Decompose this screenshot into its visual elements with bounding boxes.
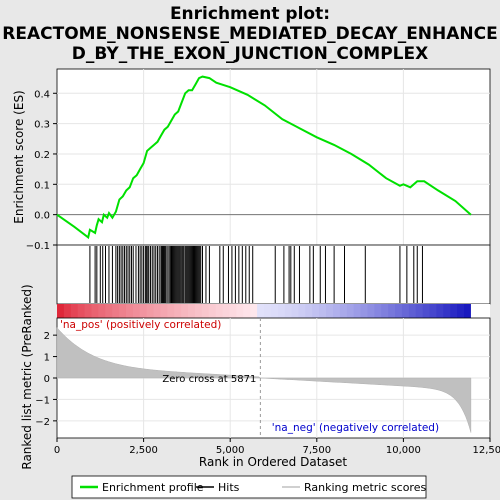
color-bar-segment	[140, 304, 147, 318]
color-bar-segment	[195, 304, 202, 318]
color-bar-segment	[326, 304, 333, 318]
color-bar-segment	[361, 304, 368, 318]
x-tick-label: 2,500	[129, 445, 158, 456]
chart-title-line-1: Enrichment plot:	[170, 4, 330, 24]
color-bar-segment	[271, 304, 278, 318]
color-bar-segment	[436, 304, 443, 318]
color-bar-segment	[167, 304, 174, 318]
color-bar-segment	[257, 304, 264, 318]
es-tick-label: 0.1	[34, 180, 50, 191]
es-tick-label: 0.0	[34, 211, 50, 222]
color-bar-segment	[347, 304, 354, 318]
color-bar-segment	[298, 304, 305, 318]
color-bar-segment	[450, 304, 457, 318]
negative-correlation-label: 'na_neg' (negatively correlated)	[272, 422, 439, 434]
es-panel	[57, 69, 490, 245]
color-bar-segment	[319, 304, 326, 318]
color-bar-segment	[85, 304, 92, 318]
x-tick-label: 0	[54, 445, 60, 456]
color-bar-segment	[250, 304, 257, 318]
color-bar-segment	[236, 304, 243, 318]
color-bar-segment	[305, 304, 312, 318]
color-bar-segment	[98, 304, 105, 318]
x-tick-label: 12,500	[473, 445, 500, 456]
es-tick-label: 0.4	[34, 89, 50, 100]
color-bar-segment	[229, 304, 236, 318]
legend-label: Hits	[218, 481, 240, 494]
color-bar-segment	[160, 304, 167, 318]
zero-cross-label: Zero cross at 5871	[162, 374, 256, 385]
color-bar-segment	[147, 304, 154, 318]
color-bar-segment	[181, 304, 188, 318]
metric-tick-label: 2	[44, 331, 50, 342]
color-bar-segment	[91, 304, 98, 318]
color-bar-segment	[423, 304, 430, 318]
x-axis-label: Rank in Ordered Dataset	[199, 455, 347, 469]
metric-tick-label: 1	[44, 353, 50, 364]
color-bar-segment	[312, 304, 319, 318]
positive-correlation-label: 'na_pos' (positively correlated)	[60, 319, 221, 331]
color-bar-segment	[395, 304, 402, 318]
color-bar-segment	[216, 304, 223, 318]
color-bar-segment	[402, 304, 409, 318]
metric-tick-label: 0	[44, 374, 50, 385]
es-tick-label: 0.3	[34, 120, 50, 131]
es-tick-label: −0.1	[26, 241, 50, 252]
chart-title-line-2: REACTOME_NONSENSE_MEDIATED_DECAY_ENHANCE	[2, 24, 497, 44]
color-bar-segment	[264, 304, 271, 318]
color-bar-segment	[333, 304, 340, 318]
color-bar-segment	[367, 304, 374, 318]
color-bar-segment	[119, 304, 126, 318]
metric-tick-label: −2	[35, 417, 50, 428]
color-bar-segment	[464, 304, 471, 318]
color-bar-segment	[381, 304, 388, 318]
color-bar-segment	[57, 304, 64, 318]
legend-label: Ranking metric scores	[304, 481, 426, 494]
color-bar-segment	[374, 304, 381, 318]
color-bar-segment	[112, 304, 119, 318]
color-bar-segment	[174, 304, 181, 318]
color-bar-segment	[443, 304, 450, 318]
color-bar-segment	[202, 304, 209, 318]
color-bar-segment	[126, 304, 133, 318]
color-bar-segment	[71, 304, 78, 318]
metric-y-axis-label: Ranked list metric (PreRanked)	[20, 284, 34, 469]
color-bar-segment	[105, 304, 112, 318]
color-bar-segment	[209, 304, 216, 318]
color-bar-segment	[243, 304, 250, 318]
color-bar-segment	[78, 304, 85, 318]
legend-label: Enrichment profile	[102, 481, 204, 494]
color-bar-segment	[292, 304, 299, 318]
x-tick-label: 10,000	[386, 445, 421, 456]
metric-tick-label: −1	[35, 395, 50, 406]
color-bar-segment	[154, 304, 161, 318]
color-bar-segment	[457, 304, 464, 318]
color-bar-segment	[188, 304, 195, 318]
ranked-list-color-bar	[57, 304, 490, 318]
color-bar-segment	[354, 304, 361, 318]
es-y-axis-label: Enrichment score (ES)	[12, 90, 26, 223]
color-bar-segment	[64, 304, 71, 318]
color-bar-segment	[285, 304, 292, 318]
color-bar-segment	[388, 304, 395, 318]
color-bar-segment	[223, 304, 230, 318]
es-tick-label: 0.2	[34, 150, 50, 161]
color-bar-tail	[471, 304, 490, 318]
color-bar-segment	[409, 304, 416, 318]
hits-panel	[57, 245, 490, 304]
color-bar-segment	[133, 304, 140, 318]
color-bar-segment	[340, 304, 347, 318]
color-bar-segment	[278, 304, 285, 318]
color-bar-segment	[416, 304, 423, 318]
color-bar-segment	[430, 304, 437, 318]
chart-title-line-3: D_BY_THE_EXON_JUNCTION_COMPLEX	[72, 44, 428, 64]
